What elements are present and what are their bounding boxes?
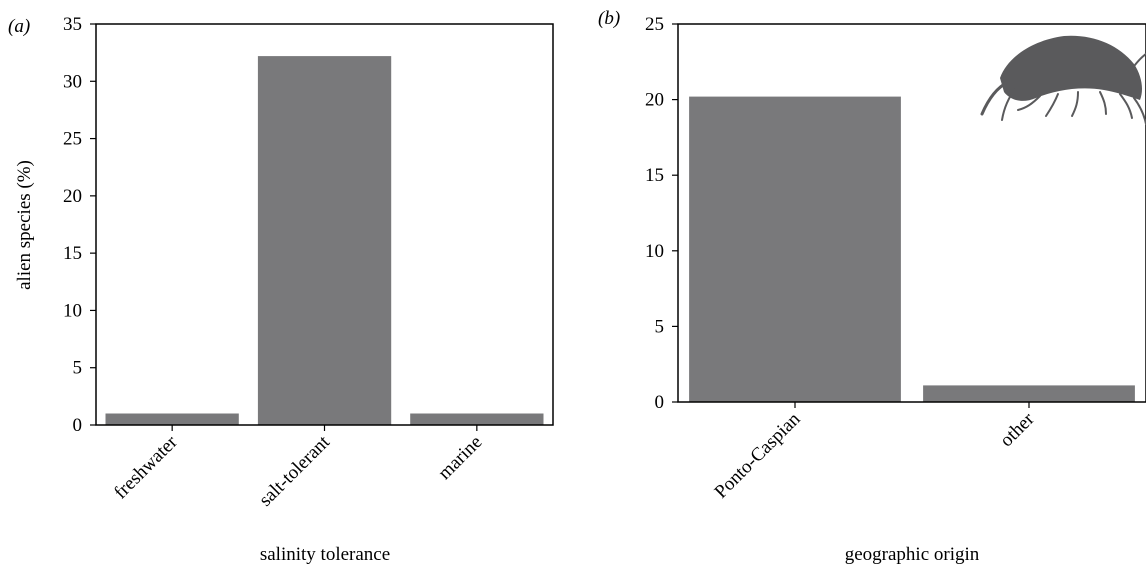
panel-b-x-ticks: Ponto-Caspian other	[711, 402, 1039, 503]
b-bar-0	[689, 96, 901, 402]
panel-b-y-ticks: 0 5 10 15 20 25	[645, 14, 678, 413]
panel-b-bars	[689, 96, 1135, 402]
b-y-tick-label-0: 0	[655, 392, 665, 413]
panel-a-bars	[105, 56, 544, 425]
b-x-tick-label-0: Ponto-Caspian	[711, 408, 805, 502]
a-bar-2	[410, 413, 544, 425]
panel-b: (b) 0 5 10 15 20 25 Ponto-Caspian other geogra…	[598, 8, 1146, 565]
a-y-tick-label-6: 30	[63, 71, 82, 92]
a-x-tick-label-1: salt-tolerant	[255, 431, 335, 511]
a-x-tick-label-2: marine	[434, 432, 486, 484]
panel-a-y-axis-label: alien species (%)	[14, 160, 35, 290]
b-y-tick-label-2: 10	[645, 241, 664, 262]
a-y-tick-label-5: 25	[63, 129, 82, 150]
panel-a-x-axis-label: salinity tolerance	[260, 544, 390, 565]
panel-a-x-ticks: freshwater salt-tolerant marine	[110, 425, 486, 511]
a-y-tick-label-2: 10	[63, 300, 82, 321]
a-x-tick-label-0: freshwater	[110, 431, 182, 503]
panel-a-label: (a)	[8, 16, 30, 37]
a-y-tick-label-7: 35	[63, 14, 82, 35]
b-bar-1	[923, 385, 1135, 402]
a-y-tick-label-3: 15	[63, 243, 82, 264]
b-y-tick-label-1: 5	[655, 316, 665, 337]
panel-a-y-ticks: 0 5 10 15 20 25 30 35	[63, 14, 96, 436]
b-y-tick-label-3: 15	[645, 165, 664, 186]
b-y-tick-label-5: 25	[645, 14, 664, 35]
a-y-tick-label-4: 20	[63, 186, 82, 207]
panel-a: (a) 0 5 10 15 20 25 30 35 freshwater salt-tolera…	[8, 14, 554, 565]
panel-b-plot-frame	[677, 23, 1146, 403]
a-bar-1	[257, 56, 392, 425]
a-bar-0	[105, 413, 239, 425]
a-y-tick-label-1: 5	[73, 358, 83, 379]
panel-b-label: (b)	[598, 8, 620, 29]
b-y-tick-label-4: 20	[645, 90, 664, 111]
panel-b-x-axis-label: geographic origin	[845, 544, 980, 565]
a-y-tick-label-0: 0	[73, 415, 83, 436]
amphipod-silhouette-icon	[980, 35, 1146, 125]
b-x-tick-label-1: other	[996, 408, 1039, 451]
